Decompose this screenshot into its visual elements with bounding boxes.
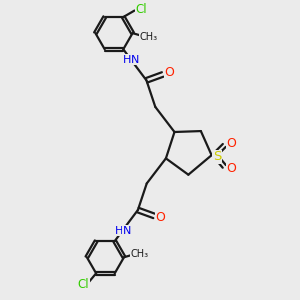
Text: H: H [123,55,131,65]
Text: S: S [213,150,221,163]
Text: O: O [164,67,174,80]
Text: O: O [226,137,236,150]
Text: CH₃: CH₃ [139,32,157,42]
Text: Cl: Cl [135,3,147,16]
Text: CH₃: CH₃ [130,249,149,259]
Text: O: O [226,162,236,175]
Text: N: N [131,55,140,65]
Text: N: N [123,226,131,236]
Text: Cl: Cl [78,278,89,291]
Text: O: O [156,211,166,224]
Text: H: H [115,226,123,236]
